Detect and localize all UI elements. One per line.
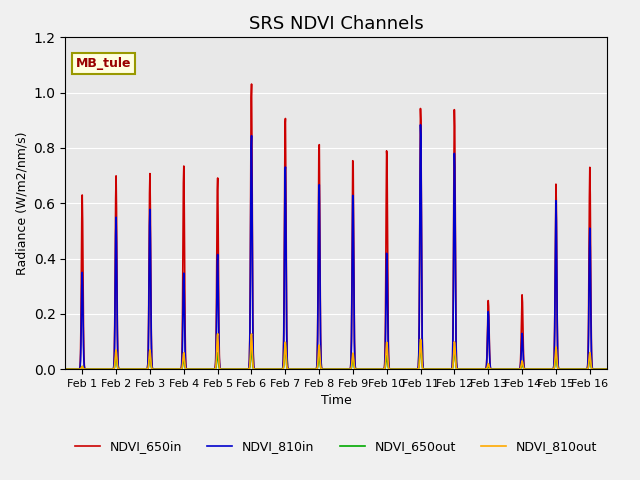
NDVI_650out <box>356 366 364 372</box>
NDVI_810out <box>353 366 360 372</box>
NDVI_810in <box>356 366 364 372</box>
NDVI_650in <box>248 81 255 87</box>
Title: SRS NDVI Channels: SRS NDVI Channels <box>248 15 424 33</box>
NDVI_810in <box>374 366 381 372</box>
NDVI_810in <box>417 122 424 128</box>
NDVI_650in <box>454 366 462 372</box>
NDVI_650out <box>352 366 360 372</box>
Line: NDVI_650in: NDVI_650in <box>65 84 607 369</box>
NDVI_650out <box>417 339 424 345</box>
Text: MB_tule: MB_tule <box>76 57 132 70</box>
NDVI_810in <box>88 366 96 372</box>
NDVI_650in <box>356 366 364 372</box>
NDVI_810out <box>356 366 364 372</box>
NDVI_650out <box>374 366 381 372</box>
NDVI_810in <box>454 366 462 372</box>
Y-axis label: Radiance (W/m2/nm/s): Radiance (W/m2/nm/s) <box>15 132 28 275</box>
NDVI_810out <box>454 366 462 372</box>
NDVI_650out <box>61 366 69 372</box>
NDVI_810in <box>603 366 611 372</box>
X-axis label: Time: Time <box>321 395 351 408</box>
NDVI_650in <box>353 366 360 372</box>
NDVI_810out <box>88 366 96 372</box>
NDVI_810out <box>61 366 69 372</box>
NDVI_650out <box>454 366 462 372</box>
NDVI_650in <box>425 366 433 372</box>
NDVI_650in <box>603 366 611 372</box>
NDVI_650out <box>425 366 433 372</box>
NDVI_810out <box>425 366 433 372</box>
NDVI_650out <box>603 366 611 372</box>
NDVI_810out <box>374 366 382 372</box>
Legend: NDVI_650in, NDVI_810in, NDVI_650out, NDVI_810out: NDVI_650in, NDVI_810in, NDVI_650out, NDV… <box>70 435 602 458</box>
NDVI_810out <box>214 331 221 336</box>
NDVI_650in <box>374 366 382 372</box>
NDVI_810in <box>61 366 69 372</box>
NDVI_650in <box>88 366 96 372</box>
NDVI_810in <box>352 366 360 372</box>
NDVI_810in <box>425 366 433 372</box>
NDVI_650in <box>61 366 69 372</box>
NDVI_810out <box>603 366 611 372</box>
Line: NDVI_810out: NDVI_810out <box>65 334 607 369</box>
Line: NDVI_810in: NDVI_810in <box>65 125 607 369</box>
Line: NDVI_650out: NDVI_650out <box>65 342 607 369</box>
NDVI_650out <box>88 366 96 372</box>
